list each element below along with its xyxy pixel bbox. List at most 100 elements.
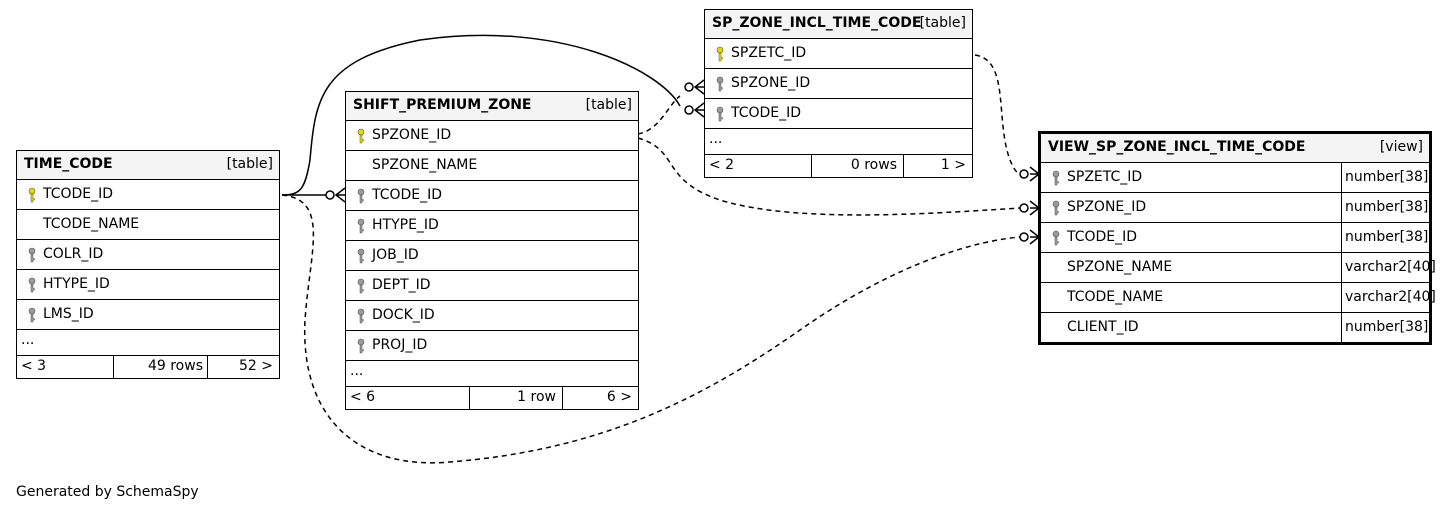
foreign-key-icon — [357, 188, 365, 204]
column-type: varchar2[40] — [1341, 253, 1436, 282]
column-name: TCODE_NAME — [1067, 289, 1164, 305]
column-row[interactable]: TCODE_ID — [346, 181, 638, 211]
column-row[interactable]: DOCK_ID — [346, 301, 638, 331]
column-name: SPZETC_ID — [1067, 169, 1143, 185]
table-header: TIME_CODE [table] — [17, 151, 279, 180]
column-name: TCODE_ID — [1067, 229, 1138, 245]
table-kind: [table] — [585, 97, 632, 113]
column-name: COLR_ID — [43, 246, 104, 262]
column-type: number[38] — [1341, 193, 1429, 222]
column-type: number[38] — [1341, 163, 1429, 192]
table-header: SP_ZONE_INCL_TIME_CODE [table] — [705, 10, 972, 39]
row-count: 0 rows — [811, 155, 903, 177]
parents-link[interactable]: < 3 — [21, 358, 47, 374]
column-row[interactable]: SPZONE_ID number[38] — [1041, 193, 1429, 223]
column-name: SPZONE_ID — [372, 127, 452, 143]
table-header: SHIFT_PREMIUM_ZONE [table] — [346, 92, 638, 121]
generated-by-label: Generated by SchemaSpy — [16, 484, 199, 500]
column-name: LMS_ID — [43, 306, 94, 322]
column-row[interactable]: JOB_ID — [346, 241, 638, 271]
column-row[interactable]: SPZONE_ID — [705, 69, 972, 99]
view-sp-zone-incl-time-code[interactable]: VIEW_SP_ZONE_INCL_TIME_CODE [view] SPZET… — [1038, 131, 1436, 345]
foreign-key-icon — [357, 278, 365, 294]
table-footer: < 3 49 rows 52 > — [17, 356, 279, 378]
relation-sp-zone-tcode-to-time-code — [281, 34, 681, 196]
column-row[interactable]: SPZONE_NAME — [346, 151, 638, 181]
more-columns: ... — [705, 129, 972, 155]
column-row[interactable]: COLR_ID — [17, 240, 279, 270]
column-type: number[38] — [1341, 223, 1429, 252]
column-row[interactable]: SPZONE_NAME varchar2[40] — [1041, 253, 1436, 283]
primary-key-icon — [357, 128, 365, 144]
column-row[interactable]: HTYPE_ID — [346, 211, 638, 241]
parents-link[interactable]: < 2 — [709, 157, 735, 173]
primary-key-icon — [28, 187, 36, 203]
column-name: SPZETC_ID — [731, 45, 807, 61]
parents-link[interactable]: < 6 — [350, 389, 376, 405]
column-type: number[38] — [1341, 313, 1429, 342]
table-time-code[interactable]: TIME_CODE [table] TCODE_ID TCODE_NAME COLR… — [16, 150, 280, 379]
column-name: HTYPE_ID — [372, 217, 439, 233]
children-link[interactable]: 1 > — [903, 155, 972, 177]
foreign-key-icon — [357, 338, 365, 354]
row-count: 49 rows — [113, 356, 209, 378]
foreign-key-icon — [357, 218, 365, 234]
column-row[interactable]: SPZETC_ID number[38] — [1041, 163, 1429, 193]
column-name: TCODE_NAME — [43, 216, 140, 232]
column-row[interactable]: TCODE_NAME — [17, 210, 279, 240]
foreign-key-icon — [28, 307, 36, 323]
foreign-key-icon — [1052, 230, 1060, 246]
foreign-key-icon — [357, 248, 365, 264]
column-row[interactable]: TCODE_ID — [705, 99, 972, 129]
table-footer: < 2 0 rows 1 > — [705, 155, 972, 177]
foreign-key-icon — [716, 106, 724, 122]
column-name: PROJ_ID — [372, 337, 428, 353]
more-columns: ... — [17, 330, 279, 356]
foreign-key-icon — [716, 76, 724, 92]
column-name: HTYPE_ID — [43, 276, 110, 292]
primary-key-icon — [716, 46, 724, 62]
column-row[interactable]: TCODE_ID number[38] — [1041, 223, 1429, 253]
foreign-key-icon — [28, 277, 36, 293]
column-name: SPZONE_NAME — [372, 157, 478, 173]
table-shift-premium-zone[interactable]: SHIFT_PREMIUM_ZONE [table] SPZONE_ID SPZO… — [345, 91, 639, 410]
table-name[interactable]: SHIFT_PREMIUM_ZONE — [353, 97, 532, 113]
column-name: DOCK_ID — [372, 307, 435, 323]
column-name: DEPT_ID — [372, 277, 431, 293]
column-row[interactable]: TCODE_NAME varchar2[40] — [1041, 283, 1436, 313]
table-kind: [table] — [919, 15, 966, 31]
table-kind: [view] — [1379, 139, 1423, 155]
foreign-key-icon — [28, 247, 36, 263]
foreign-key-icon — [1052, 170, 1060, 186]
column-name: TCODE_ID — [731, 105, 802, 121]
column-row[interactable]: HTYPE_ID — [17, 270, 279, 300]
column-row[interactable]: PROJ_ID — [346, 331, 638, 361]
relation-sp-zone-spzone-to-shift-premium — [637, 95, 681, 135]
children-link[interactable]: 6 > — [562, 387, 638, 409]
table-name[interactable]: SP_ZONE_INCL_TIME_CODE — [712, 15, 922, 31]
column-name: JOB_ID — [372, 247, 419, 263]
table-name[interactable]: TIME_CODE — [24, 156, 113, 172]
column-name: TCODE_ID — [43, 186, 114, 202]
column-row[interactable]: DEPT_ID — [346, 271, 638, 301]
table-name[interactable]: VIEW_SP_ZONE_INCL_TIME_CODE — [1048, 139, 1306, 155]
column-name: CLIENT_ID — [1067, 319, 1139, 335]
row-count: 1 row — [469, 387, 562, 409]
relation-view-spzetc — [974, 54, 1023, 175]
column-row[interactable]: CLIENT_ID number[38] — [1041, 313, 1429, 342]
table-footer: < 6 1 row 6 > — [346, 387, 638, 409]
column-row[interactable]: SPZETC_ID — [705, 39, 972, 69]
column-row[interactable]: TCODE_ID — [17, 180, 279, 210]
column-row[interactable]: LMS_ID — [17, 300, 279, 330]
column-name: TCODE_ID — [372, 187, 443, 203]
column-type: varchar2[40] — [1341, 283, 1436, 312]
more-columns: ... — [346, 361, 638, 387]
column-row[interactable]: SPZONE_ID — [346, 121, 638, 151]
table-sp-zone-incl-time-code[interactable]: SP_ZONE_INCL_TIME_CODE [table] SPZETC_ID… — [704, 9, 973, 178]
foreign-key-icon — [357, 308, 365, 324]
table-kind: [table] — [226, 156, 273, 172]
foreign-key-icon — [1052, 200, 1060, 216]
column-name: SPZONE_NAME — [1067, 259, 1173, 275]
children-link[interactable]: 52 > — [207, 356, 279, 378]
